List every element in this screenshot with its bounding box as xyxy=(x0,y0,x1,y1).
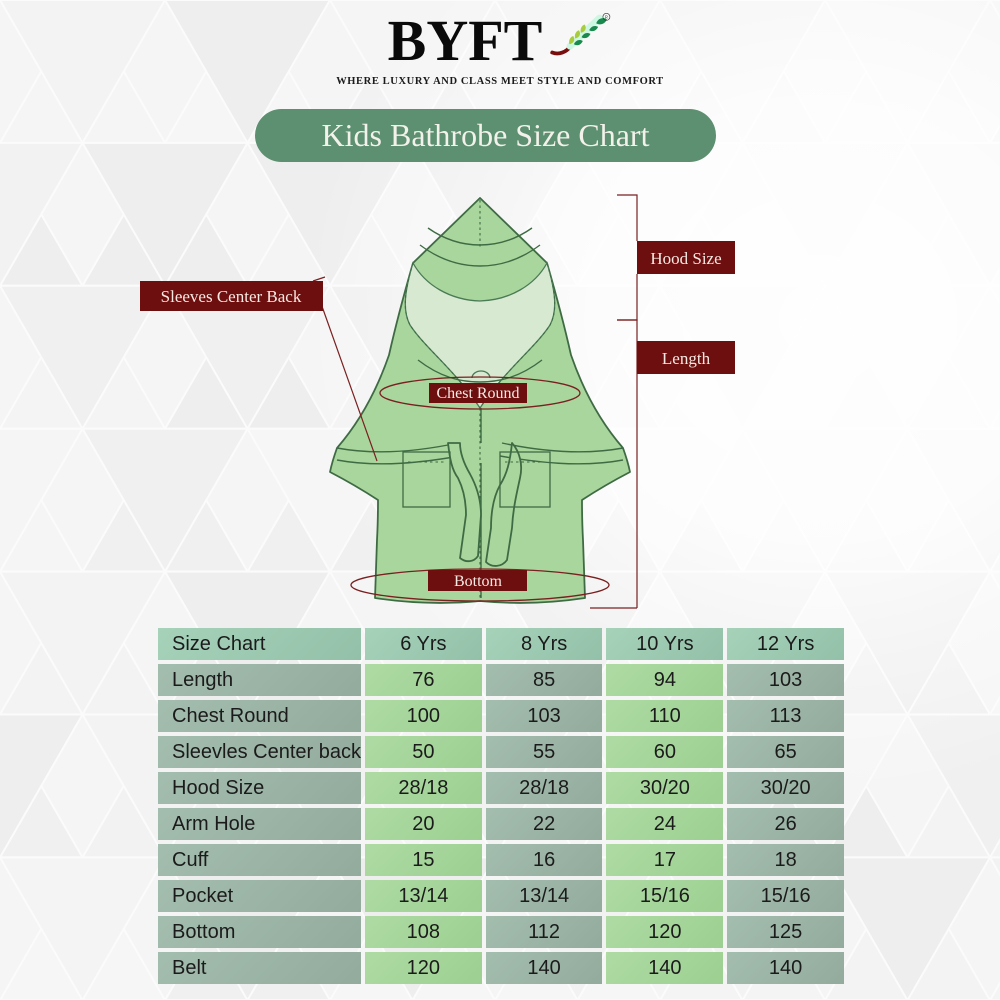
svg-text:Chest Round: Chest Round xyxy=(436,385,519,402)
svg-text:Hood Size: Hood Size xyxy=(650,249,721,268)
svg-text:Bottom: Bottom xyxy=(454,573,503,590)
svg-text:Sleeves Center Back: Sleeves Center Back xyxy=(161,287,302,306)
svg-text:Length: Length xyxy=(662,349,711,368)
